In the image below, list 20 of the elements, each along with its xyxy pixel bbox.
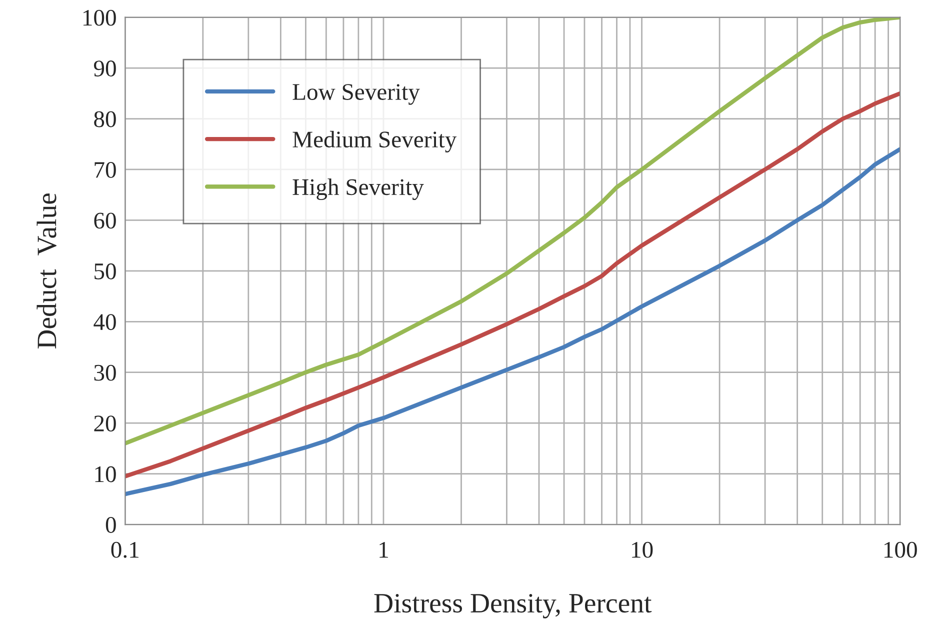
y-tick-label: 0 — [106, 517, 116, 533]
y-tick-label: 10 — [95, 466, 116, 482]
y-tick-label: 60 — [94, 212, 116, 229]
y-tick-label: 30 — [94, 364, 116, 381]
y-tick-label: 80 — [94, 111, 116, 128]
y-tick-label: 40 — [94, 314, 116, 330]
legend-label: High Severity — [292, 178, 424, 200]
y-tick-label: 70 — [94, 162, 116, 178]
legend-label: Low Severity — [292, 84, 420, 105]
x-tick-label: 1 — [380, 542, 388, 558]
y-axis-title: Deduct Value — [36, 193, 56, 349]
y-tick-label: 20 — [94, 416, 116, 432]
legend-label: Medium Severity — [292, 130, 457, 152]
y-tick-label: 50 — [94, 263, 116, 280]
x-tick-label: 10 — [632, 542, 653, 558]
x-tick-label: 100 — [884, 542, 917, 558]
x-axis-title: Distress Density, Percent — [374, 594, 652, 618]
x-tick-label: 0.1 — [111, 542, 138, 558]
y-tick-label: 100 — [83, 10, 116, 26]
y-tick-label: 90 — [94, 60, 116, 76]
